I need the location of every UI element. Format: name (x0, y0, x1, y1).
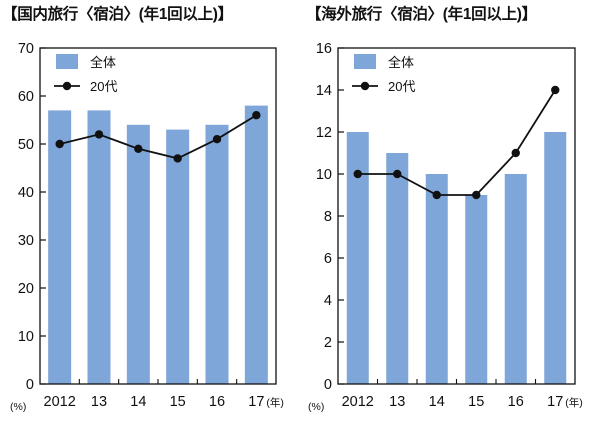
overseas-y-tick-label: 6 (324, 251, 332, 267)
overseas-plot-frame (337, 47, 576, 385)
chart-title-domestic: 【国内旅行〈宿泊〉(年1回以上)】 (2, 6, 233, 23)
overseas-y-tick-label: 0 (324, 377, 332, 393)
overseas-bar-14 (425, 174, 448, 384)
overseas-y-tick-label: 4 (324, 293, 332, 309)
domestic-point-14 (134, 144, 143, 153)
overseas-point-15 (472, 190, 481, 200)
overseas-point-17 (551, 85, 560, 95)
overseas-line-20s (357, 89, 557, 196)
overseas-y-tick-label: 12 (316, 125, 332, 141)
domestic-point-13 (94, 130, 104, 139)
domestic-point-2012 (55, 139, 64, 149)
overseas-x-tick-label: 13 (389, 394, 405, 410)
chart-domestic-travel: 0 10 20 30 40 50 60 70 2012 13 14 15 16 17 (%) (年) 全体 20代 (10, 41, 284, 413)
overseas-point-16 (511, 148, 520, 158)
overseas-y-tick-label: 2 (324, 335, 332, 351)
domestic-y-tick-label: 0 (26, 377, 34, 393)
overseas-x-tick-label: 14 (429, 394, 445, 410)
domestic-y-tick-label: 20 (18, 281, 34, 297)
overseas-x-unit: (年) (565, 396, 583, 409)
overseas-y-unit: (%) (308, 401, 324, 413)
domestic-bar-17 (244, 105, 268, 384)
overseas-bar-15 (465, 195, 488, 384)
overseas-x-tick-label: 15 (468, 394, 484, 410)
overseas-y-tick-label: 10 (316, 167, 332, 183)
domestic-legend-label-all: 全体 (90, 55, 116, 70)
overseas-point-13 (393, 169, 402, 179)
domestic-y-tick-label: 60 (18, 89, 34, 105)
domestic-x-tick-label: 17 (248, 394, 264, 410)
domestic-legend-swatch-bar (56, 54, 78, 69)
overseas-y-tick-label: 8 (324, 209, 332, 225)
overseas-x-tick-label: 17 (547, 394, 563, 410)
overseas-legend-swatch-bar (354, 54, 376, 69)
domestic-x-tick-label: 16 (209, 394, 225, 410)
overseas-point-14 (432, 190, 441, 200)
overseas-x-tick-label: 2012 (342, 394, 374, 410)
domestic-x-tick-label: 13 (91, 394, 107, 410)
domestic-y-tick-label: 50 (18, 137, 34, 153)
domestic-legend-swatch-marker (62, 81, 72, 91)
overseas-legend-swatch-marker (360, 81, 370, 91)
overseas-point-2012 (353, 169, 362, 179)
overseas-y-tick-label: 14 (316, 83, 332, 99)
domestic-x-tick-label: 2012 (44, 394, 76, 410)
domestic-x-unit: (年) (266, 396, 284, 409)
domestic-bar-16 (205, 124, 229, 385)
domestic-y-tick-label: 10 (18, 329, 34, 345)
overseas-bar-16 (504, 174, 527, 384)
domestic-point-15 (173, 154, 182, 163)
domestic-point-17 (252, 111, 261, 120)
domestic-point-16 (212, 135, 222, 144)
overseas-bar-17 (544, 132, 567, 384)
overseas-legend-label-all: 全体 (388, 55, 414, 70)
domestic-bar-13 (87, 110, 111, 385)
domestic-y-tick-label: 40 (18, 185, 34, 201)
domestic-line-20s (59, 114, 257, 160)
domestic-x-tick-label: 15 (170, 394, 186, 410)
overseas-legend-label-20s: 20代 (388, 79, 415, 94)
domestic-y-unit: (%) (10, 401, 26, 413)
domestic-y-tick-label: 30 (18, 233, 34, 249)
domestic-bar-14 (126, 124, 150, 385)
overseas-bar-13 (386, 153, 409, 384)
chart-title-overseas: 【海外旅行〈宿泊〉(年1回以上)】 (306, 6, 537, 23)
overseas-x-tick-label: 16 (508, 394, 524, 410)
domestic-legend-label-20s: 20代 (90, 79, 117, 94)
domestic-y-tick-label: 70 (18, 41, 34, 57)
overseas-bar-2012 (346, 132, 369, 384)
domestic-bar-2012 (48, 110, 72, 385)
domestic-x-tick-label: 14 (130, 394, 146, 410)
overseas-y-tick-label: 16 (316, 41, 332, 57)
domestic-bar-15 (166, 129, 190, 384)
